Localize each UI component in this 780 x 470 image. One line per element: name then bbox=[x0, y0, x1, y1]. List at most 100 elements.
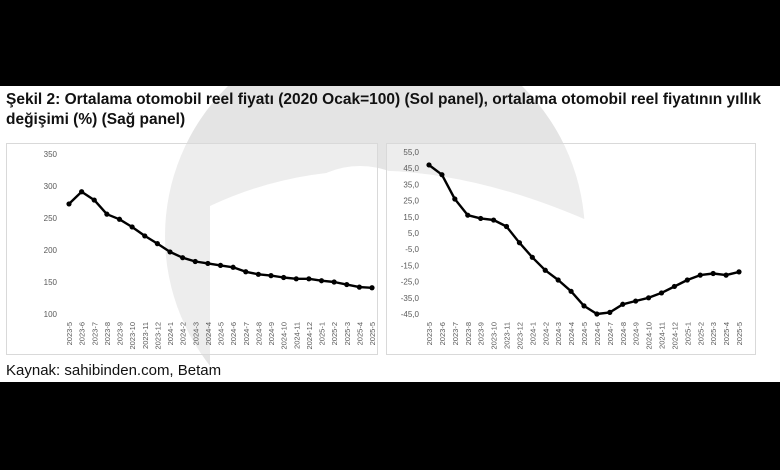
right-chart-data-point bbox=[542, 267, 548, 273]
right-chart-x-tick-label: 2024-4 bbox=[567, 322, 576, 345]
right-chart-data-point bbox=[645, 295, 652, 301]
left-chart-x-tick-label: 2023-7 bbox=[90, 322, 99, 345]
left-chart-data-point bbox=[255, 271, 261, 277]
left-chart-y-tick-label: 100 bbox=[44, 310, 58, 319]
right-chart-x-tick-label: 2023-11 bbox=[503, 322, 512, 349]
left-chart-x-tick-label: 2023-8 bbox=[103, 322, 112, 345]
right-chart-data-point bbox=[529, 254, 535, 260]
right-chart-x-tick-label: 2024-12 bbox=[670, 322, 679, 350]
left-chart-data-point bbox=[116, 216, 123, 222]
left-chart-data-point bbox=[91, 197, 97, 203]
left-chart-x-tick-label: 2023-6 bbox=[78, 322, 87, 345]
left-chart-data-point bbox=[142, 233, 148, 239]
right-chart-y-tick-label: 15,0 bbox=[403, 213, 419, 222]
right-chart-y-tick-label: 45,0 bbox=[403, 164, 419, 173]
right-chart-x-tick-label: 2024-10 bbox=[645, 322, 654, 350]
right-chart-x-tick-label: 2024-6 bbox=[593, 322, 602, 345]
source-note: Kaynak: sahibinden.com, Betam bbox=[6, 362, 222, 379]
right-chart: 55,0 45,0 35,0 25,0 15,0 5,0 -5,0 -15,0 -25,0 -35… bbox=[401, 148, 744, 350]
left-chart-data-point bbox=[104, 211, 110, 217]
right-chart-x-tick-label: 2023-8 bbox=[464, 322, 473, 345]
left-chart-x-tick-label: 2024-5 bbox=[217, 322, 226, 345]
left-chart-data-point bbox=[167, 249, 173, 255]
right-chart-data-point bbox=[723, 272, 729, 278]
left-chart-data-point bbox=[180, 255, 186, 261]
right-chart-x-tick-label: 2024-1 bbox=[528, 322, 537, 345]
right-chart-data-point bbox=[658, 290, 665, 296]
right-chart-data-point bbox=[516, 240, 523, 246]
left-chart-x-tick-label: 2024-10 bbox=[280, 322, 289, 350]
left-chart-data-point bbox=[306, 276, 312, 282]
right-chart-y-tick-label: -15,0 bbox=[401, 261, 420, 270]
left-chart-x-tick-label: 2024-8 bbox=[254, 322, 263, 345]
left-chart-y-tick-label: 350 bbox=[44, 150, 58, 159]
right-chart-x-tick-label: 2024-8 bbox=[619, 322, 628, 345]
right-chart-y-tick-label: 35,0 bbox=[403, 180, 419, 189]
left-chart-x-tick-label: 2024-4 bbox=[204, 322, 213, 345]
right-chart-x-tick-label: 2023-6 bbox=[438, 322, 447, 345]
right-chart-data-point bbox=[568, 288, 574, 294]
right-chart-data-point bbox=[478, 215, 484, 222]
left-chart-series-line bbox=[67, 190, 374, 290]
right-chart-x-tick-label: 2023-9 bbox=[477, 322, 486, 345]
right-chart-x-tick-label: 2023-12 bbox=[515, 322, 524, 350]
right-chart-y-tick-label: -5,0 bbox=[405, 245, 419, 254]
left-chart: 100 150 200 250 300 350 2023-5 2023-6 2023-7 2023… bbox=[44, 150, 377, 350]
left-chart-data-point bbox=[192, 258, 198, 265]
right-chart-x-tick-label: 2023-10 bbox=[490, 322, 499, 350]
right-chart-data-point bbox=[503, 223, 510, 230]
left-chart-x-tick-label: 2025-4 bbox=[355, 322, 364, 345]
right-chart-data-point bbox=[607, 309, 613, 315]
right-chart-x-tick-label: 2024-11 bbox=[658, 322, 667, 349]
left-chart-x-tick-label: 2024-6 bbox=[229, 322, 238, 345]
left-chart-data-point bbox=[369, 285, 375, 291]
left-chart-x-tick-label: 2023-5 bbox=[65, 322, 74, 345]
left-chart-y-tick-label: 150 bbox=[44, 278, 58, 287]
left-chart-x-tick-label: 2023-11 bbox=[141, 322, 150, 349]
left-chart-data-point bbox=[243, 269, 249, 275]
right-chart-y-tick-label: -45,0 bbox=[401, 310, 420, 319]
left-chart-data-point bbox=[205, 260, 211, 267]
right-chart-data-point bbox=[697, 272, 703, 278]
right-chart-x-tick-label: 2023-5 bbox=[425, 322, 434, 345]
left-chart-data-point bbox=[79, 189, 85, 195]
left-panel: 100 150 200 250 300 350 2023-5 2023-6 2023-7 2023… bbox=[6, 143, 378, 355]
figure-caption: Şekil 2: Ortalama otomobil reel fiyatı (… bbox=[6, 91, 762, 128]
left-chart-data-point bbox=[129, 224, 135, 230]
right-chart-x-tick-label: 2025-4 bbox=[722, 322, 731, 345]
right-panel: 55,0 45,0 35,0 25,0 15,0 5,0 -5,0 -15,0 -25,0 -35… bbox=[386, 143, 756, 355]
left-chart-x-tick-label: 2024-12 bbox=[305, 322, 314, 350]
right-chart-x-tick-label: 2024-5 bbox=[580, 322, 589, 345]
right-chart-x-tick-label: 2025-2 bbox=[696, 322, 705, 345]
left-chart-x-tick-label: 2024-7 bbox=[242, 322, 251, 345]
right-chart-y-tick-label: 25,0 bbox=[403, 197, 419, 206]
left-chart-data-point bbox=[154, 241, 160, 247]
left-chart-x-tick-label: 2024-2 bbox=[179, 322, 188, 345]
right-chart-data-point bbox=[490, 217, 497, 223]
right-chart-x-tick-label: 2023-7 bbox=[451, 322, 460, 345]
right-chart-x-tick-label: 2024-2 bbox=[541, 322, 550, 345]
right-chart-y-tick-label: -35,0 bbox=[401, 294, 420, 303]
right-chart-data-point bbox=[439, 172, 445, 178]
left-chart-data-point bbox=[318, 278, 325, 284]
right-chart-data-point bbox=[736, 269, 742, 275]
left-chart-x-tick-label: 2023-10 bbox=[128, 322, 137, 350]
left-chart-x-tick-label: 2025-5 bbox=[368, 322, 377, 345]
right-chart-x-tick-label: 2025-3 bbox=[709, 322, 718, 345]
right-chart-data-point bbox=[633, 298, 639, 304]
left-chart-data-point bbox=[344, 281, 350, 288]
left-chart-y-tick-label: 300 bbox=[44, 182, 58, 191]
left-chart-x-tick-label: 2024-9 bbox=[267, 322, 276, 345]
left-chart-data-point bbox=[230, 264, 236, 270]
left-chart-x-tick-label: 2025-3 bbox=[343, 322, 352, 345]
left-chart-data-point bbox=[356, 284, 362, 290]
right-chart-x-tick-label: 2024-9 bbox=[632, 322, 641, 345]
right-chart-data-point bbox=[555, 277, 561, 283]
left-chart-data-point bbox=[293, 276, 299, 282]
left-chart-x-tick-label: 2025-1 bbox=[318, 322, 327, 345]
right-chart-y-tick-label: 5,0 bbox=[408, 229, 420, 238]
left-chart-y-tick-label: 200 bbox=[44, 246, 58, 255]
left-chart-x-tick-label: 2023-9 bbox=[116, 322, 125, 345]
right-chart-series-line bbox=[427, 163, 741, 316]
right-chart-x-tick-label: 2024-3 bbox=[554, 322, 563, 345]
